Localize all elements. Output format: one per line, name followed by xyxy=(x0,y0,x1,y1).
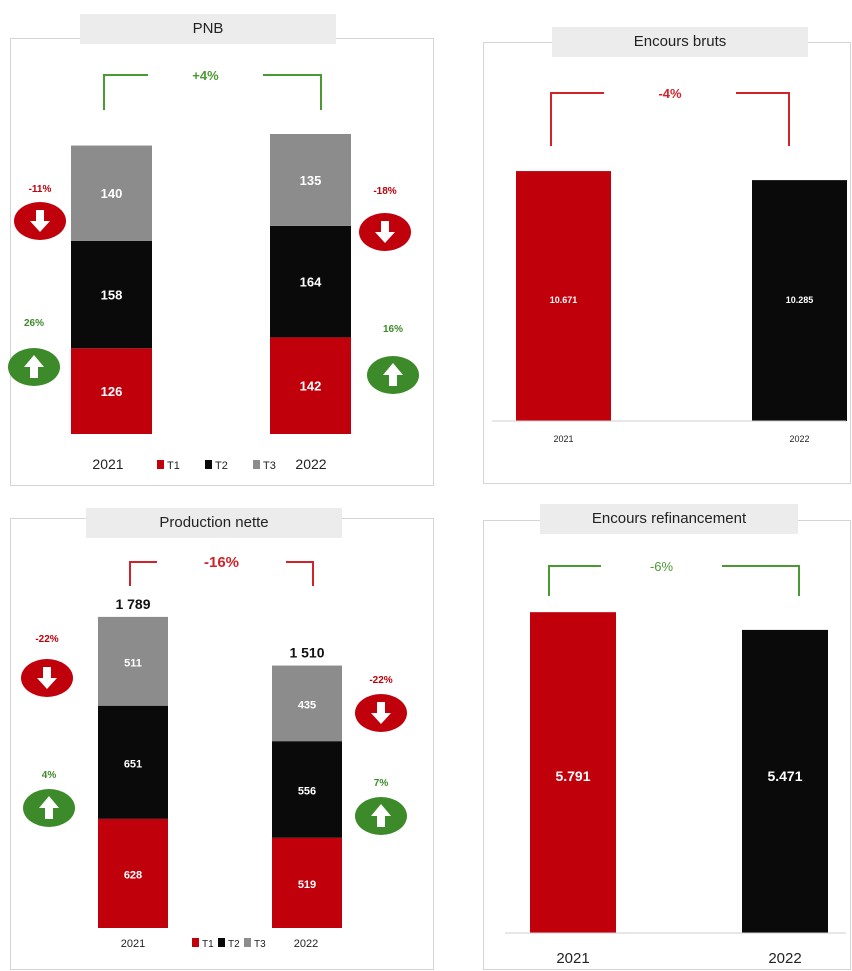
production-nette-legend-swatch-T3 xyxy=(244,938,251,947)
production-nette-annotation-left-1: 4% xyxy=(42,770,57,781)
production-nette-legend-T2: T2 xyxy=(228,939,240,950)
pnb-annotation-left-0: -11% xyxy=(29,184,52,195)
encours-bruts-tick-2022: 2022 xyxy=(789,434,809,444)
pnb-legend-swatch-T1 xyxy=(157,460,164,469)
encours-refinancement-data-label-2021: 5.791 xyxy=(555,768,590,784)
encours-bruts-bar-2022 xyxy=(752,180,847,421)
pnb-annotation-left-1-arrow-up-icon xyxy=(24,355,44,378)
encours-refinancement-bracket-left xyxy=(548,565,601,596)
pnb-bar-2022-T3 xyxy=(270,133,351,226)
production-nette-data-label-2022-T1: 519 xyxy=(298,879,316,891)
encours-refinancement-change-label: -6% xyxy=(650,559,674,574)
pnb-data-label-2021-T1: 126 xyxy=(101,384,123,399)
production-nette-data-label-2022-T2: 556 xyxy=(298,785,316,797)
encours-bruts-bracket-left xyxy=(550,92,604,146)
production-nette-legend-T3: T3 xyxy=(254,939,266,950)
production-nette-bar-2021-T2 xyxy=(98,705,168,819)
encours-bruts-tick-2021: 2021 xyxy=(553,434,573,444)
production-nette-data-label-2022-T3: 435 xyxy=(298,699,316,711)
production-nette-annotation-left-0-arrow-down-icon xyxy=(37,667,57,689)
production-nette-annotation-right-1-arrow-up-icon xyxy=(371,804,391,827)
pnb-tick-2022: 2022 xyxy=(295,456,326,472)
production-nette-legend-swatch-T2 xyxy=(218,938,225,947)
production-nette-title: Production nette xyxy=(86,508,342,538)
production-nette-tick-2022: 2022 xyxy=(294,938,318,950)
pnb-data-label-2022-T1: 142 xyxy=(300,379,322,394)
pnb-legend-swatch-T2 xyxy=(205,460,212,469)
production-nette-annotation-left-1-arrow-up-icon xyxy=(39,796,59,819)
pnb-data-label-2022-T3: 135 xyxy=(300,173,322,188)
pnb-annotation-left-0-arrow-down-icon xyxy=(30,210,50,232)
encours-bruts-bar-2021 xyxy=(516,171,611,421)
encours-refinancement-bar-2021 xyxy=(530,612,616,933)
encours-refinancement-tick-2022: 2022 xyxy=(768,950,801,967)
encours-bruts-change-label: -4% xyxy=(658,86,682,101)
pnb-annotation-right-1-arrow-up-icon xyxy=(383,363,403,386)
pnb-annotation-left-1: 26% xyxy=(24,318,44,329)
encours-bruts-data-label-2022: 10.285 xyxy=(786,295,814,305)
encours-bruts-title: Encours bruts xyxy=(552,27,808,57)
pnb-title: PNB xyxy=(80,14,336,44)
pnb-legend-T3: T3 xyxy=(263,460,276,472)
production-nette-bracket-right xyxy=(286,561,314,586)
production-nette-legend-swatch-T1 xyxy=(192,938,199,947)
production-nette-bracket-left xyxy=(129,561,157,586)
production-nette-legend-T1: T1 xyxy=(202,939,214,950)
pnb-annotation-right-0: -18% xyxy=(373,186,396,197)
pnb-annotation-right-0-arrow-down-icon xyxy=(375,221,395,243)
encours-bruts-data-label-2021: 10.671 xyxy=(550,295,578,305)
pnb-legend-T1: T1 xyxy=(167,460,180,472)
production-nette-total-2021: 1 789 xyxy=(115,596,150,612)
production-nette-data-label-2021-T1: 628 xyxy=(124,869,142,881)
encours-refinancement-bracket-right xyxy=(722,565,800,596)
production-nette-annotation-right-0-arrow-down-icon xyxy=(371,702,391,724)
pnb-bar-2021-T1 xyxy=(71,348,152,434)
pnb-bar-2021-T2 xyxy=(71,240,152,349)
pnb-bar-2022-T2 xyxy=(270,225,351,338)
production-nette-bar-2022-T2 xyxy=(272,741,342,838)
pnb-data-label-2021-T3: 140 xyxy=(101,186,123,201)
encours-refinancement-tick-2021: 2021 xyxy=(556,950,589,967)
production-nette-bar-2021-T3 xyxy=(98,616,168,706)
encours-bruts-bracket-right xyxy=(736,92,790,146)
production-nette-annotation-right-0: -22% xyxy=(369,675,392,686)
encours-refinancement-bar-2022 xyxy=(742,629,828,933)
production-nette-data-label-2021-T3: 511 xyxy=(124,657,142,669)
encours-refinancement-data-label-2022: 5.471 xyxy=(767,768,802,784)
pnb-tick-2021: 2021 xyxy=(92,456,123,472)
production-nette-total-2022: 1 510 xyxy=(289,645,324,661)
pnb-bracket-right xyxy=(263,74,322,110)
production-nette-bar-2022-T1 xyxy=(272,837,342,928)
production-nette-annotation-right-1: 7% xyxy=(374,778,389,789)
encours-refinancement-title: Encours refinancement xyxy=(540,504,798,534)
production-nette-panel xyxy=(10,518,434,970)
pnb-bar-2021-T3 xyxy=(71,145,152,241)
pnb-legend-T2: T2 xyxy=(215,460,228,472)
production-nette-annotation-left-0: -22% xyxy=(35,634,58,645)
production-nette-tick-2021: 2021 xyxy=(121,938,145,950)
production-nette-bar-2021-T1 xyxy=(98,818,168,928)
pnb-data-label-2022-T2: 164 xyxy=(300,275,322,290)
pnb-change-label: +4% xyxy=(192,68,219,83)
pnb-legend-swatch-T3 xyxy=(253,460,260,469)
pnb-annotation-right-1: 16% xyxy=(383,324,403,335)
pnb-bracket-left xyxy=(103,74,148,110)
pnb-bar-2022-T1 xyxy=(270,337,351,434)
production-nette-data-label-2021-T2: 651 xyxy=(124,758,142,770)
pnb-data-label-2021-T2: 158 xyxy=(101,288,123,303)
production-nette-bar-2022-T3 xyxy=(272,665,342,742)
production-nette-change-label: -16% xyxy=(204,554,239,571)
